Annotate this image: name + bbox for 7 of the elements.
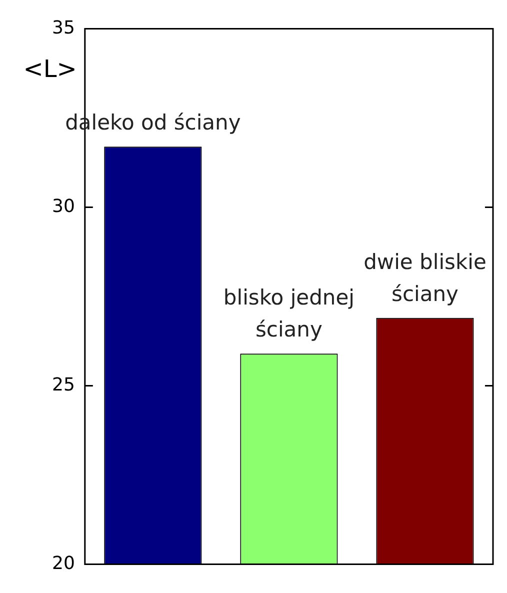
y-tick-label: 35: [52, 17, 75, 38]
y-tick-label: 25: [52, 374, 75, 396]
x-tick-label: blisko jednej ściany: [223, 286, 354, 342]
y-tick-label: 30: [52, 196, 75, 217]
y-axis-title: <L>: [23, 55, 77, 84]
x-tick-label: dwie bliskie ściany: [364, 250, 486, 306]
y-tick-label: 20: [52, 552, 75, 574]
